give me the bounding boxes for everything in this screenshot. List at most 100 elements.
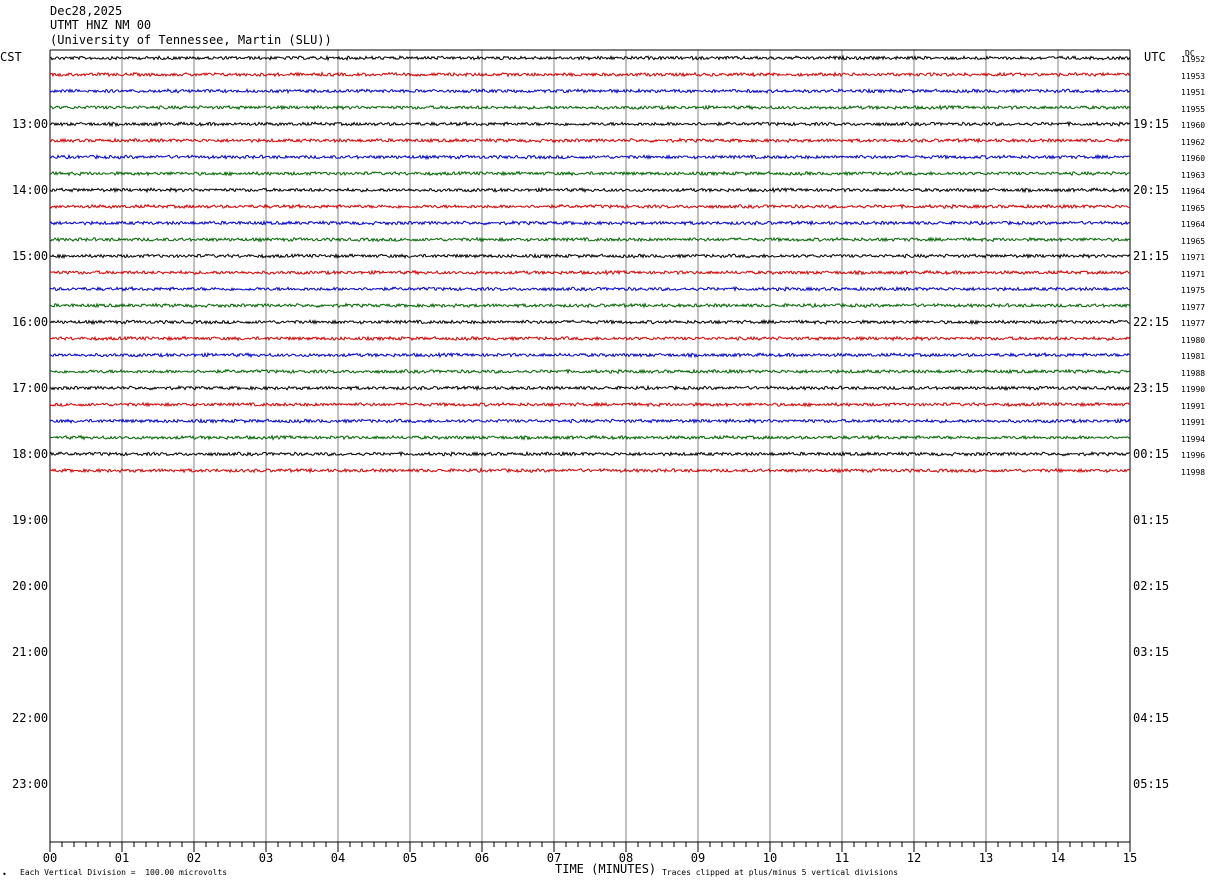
- seismic-trace: [49, 417, 1131, 425]
- x-tick-label: 07: [547, 851, 561, 865]
- dc-offset-label: 11963: [1181, 170, 1206, 180]
- dc-offset-label: 11955: [1181, 104, 1206, 114]
- seismic-trace: [49, 450, 1131, 458]
- dc-offset-label: 11991: [1181, 418, 1206, 427]
- seismic-trace: [49, 219, 1131, 227]
- seismic-trace: [49, 401, 1131, 408]
- x-tick-label: 04: [331, 851, 345, 865]
- cst-hour-label: 21:00: [12, 645, 49, 659]
- seismic-trace: [49, 104, 1131, 111]
- header-date: Dec28,2025: [50, 4, 123, 18]
- cst-hour-label: 13:00: [12, 117, 49, 131]
- dc-offset-label: 11960: [1181, 154, 1206, 163]
- x-tick-label: 05: [403, 851, 417, 865]
- dc-offset-label: 11998: [1181, 467, 1206, 477]
- utc-hour-label: 01:15: [1133, 513, 1170, 527]
- left-axis-label: CST: [0, 50, 22, 64]
- dc-offset-label: 11977: [1181, 302, 1206, 312]
- seismic-trace: [49, 120, 1131, 128]
- seismic-trace: [49, 351, 1131, 359]
- dc-offset-label: 11991: [1181, 401, 1206, 411]
- dc-offset-label: 11994: [1181, 434, 1206, 444]
- x-tick-label: 00: [43, 851, 57, 865]
- seismic-trace: [49, 203, 1131, 210]
- seismic-trace: [49, 170, 1131, 177]
- cst-hour-label: 22:00: [12, 711, 49, 725]
- utc-hour-label: 03:15: [1133, 645, 1170, 659]
- dc-offset-label: 11988: [1181, 368, 1206, 378]
- dc-offset-label: 11996: [1181, 451, 1206, 460]
- right-axis-label: UTC: [1144, 50, 1166, 64]
- cst-hour-label: 17:00: [12, 381, 49, 395]
- utc-hour-label: 19:15: [1133, 117, 1170, 131]
- dc-offset-label: 11971: [1181, 269, 1206, 279]
- seismic-trace: [49, 137, 1131, 144]
- seismic-trace: [49, 285, 1131, 293]
- seismic-trace: [49, 153, 1131, 161]
- x-tick-label: 10: [763, 851, 777, 865]
- seismic-trace: [49, 368, 1131, 375]
- dc-offset-label: 11964: [1181, 187, 1206, 196]
- utc-hour-label: 23:15: [1133, 381, 1170, 395]
- utc-hour-label: 04:15: [1133, 711, 1170, 725]
- x-tick-label: 01: [115, 851, 129, 865]
- dc-offset-label: 11952: [1181, 55, 1206, 64]
- seismic-trace: [49, 252, 1131, 260]
- corner-mark: •: [2, 870, 7, 879]
- seismic-trace: [49, 54, 1131, 62]
- dc-offset-label: 11990: [1181, 385, 1206, 394]
- x-tick-label: 11: [835, 851, 849, 865]
- seismic-trace: [49, 71, 1131, 78]
- seismic-trace: [49, 318, 1131, 326]
- x-tick-label: 14: [1051, 851, 1065, 865]
- cst-hour-label: 20:00: [12, 579, 49, 593]
- utc-hour-label: 05:15: [1133, 777, 1170, 791]
- dc-offset-label: 11975: [1181, 286, 1206, 295]
- x-tick-label: 13: [979, 851, 993, 865]
- cst-hour-label: 15:00: [12, 249, 49, 263]
- seismic-trace: [49, 302, 1131, 309]
- dc-offset-label: 11971: [1181, 253, 1206, 262]
- dc-label: DC: [1185, 49, 1195, 58]
- x-axis-title: TIME (MINUTES): [555, 862, 657, 876]
- x-tick-label: 08: [619, 851, 633, 865]
- seismic-trace: [49, 384, 1131, 392]
- cst-hour-label: 18:00: [12, 447, 49, 461]
- seismic-trace: [50, 335, 1131, 342]
- seismic-trace: [49, 467, 1131, 474]
- x-tick-label: 12: [907, 851, 921, 865]
- header-station: UTMT HNZ NM 00: [50, 18, 152, 32]
- seismic-trace: [49, 269, 1131, 276]
- utc-hour-label: 20:15: [1133, 183, 1170, 197]
- x-tick-label: 15: [1123, 851, 1137, 865]
- x-tick-label: 09: [691, 851, 705, 865]
- x-tick-label: 03: [259, 851, 273, 865]
- dc-offset-label: 11965: [1181, 236, 1206, 246]
- dc-offset-label: 11977: [1181, 319, 1206, 328]
- x-tick-label: 06: [475, 851, 489, 865]
- seismic-trace: [49, 87, 1131, 95]
- clip-note: Traces clipped at plus/minus 5 vertical …: [662, 868, 899, 877]
- cst-hour-label: 16:00: [12, 315, 49, 329]
- cst-hour-label: 14:00: [12, 183, 49, 197]
- utc-hour-label: 22:15: [1133, 315, 1170, 329]
- seismic-trace: [49, 434, 1131, 441]
- seismic-trace: [49, 186, 1131, 194]
- dc-offset-label: 11964: [1181, 220, 1206, 229]
- header-network: (University of Tennessee, Martin (SLU)): [50, 33, 332, 47]
- x-tick-label: 02: [187, 851, 201, 865]
- utc-hour-label: 21:15: [1133, 249, 1170, 263]
- dc-offset-label: 11953: [1181, 71, 1206, 81]
- dc-offset-label: 11965: [1181, 203, 1206, 213]
- cst-hour-label: 19:00: [12, 513, 49, 527]
- utc-hour-label: 00:15: [1133, 447, 1170, 461]
- cst-hour-label: 23:00: [12, 777, 49, 791]
- scale-note: Each Vertical Division = 100.00 microvol…: [20, 868, 228, 877]
- dc-offset-label: 11981: [1181, 352, 1206, 361]
- dc-offset-label: 11951: [1181, 88, 1206, 97]
- dc-offset-label: 11962: [1181, 137, 1206, 147]
- utc-hour-label: 02:15: [1133, 579, 1170, 593]
- dc-offset-label: 11980: [1181, 335, 1206, 345]
- dc-offset-label: 11960: [1181, 121, 1206, 130]
